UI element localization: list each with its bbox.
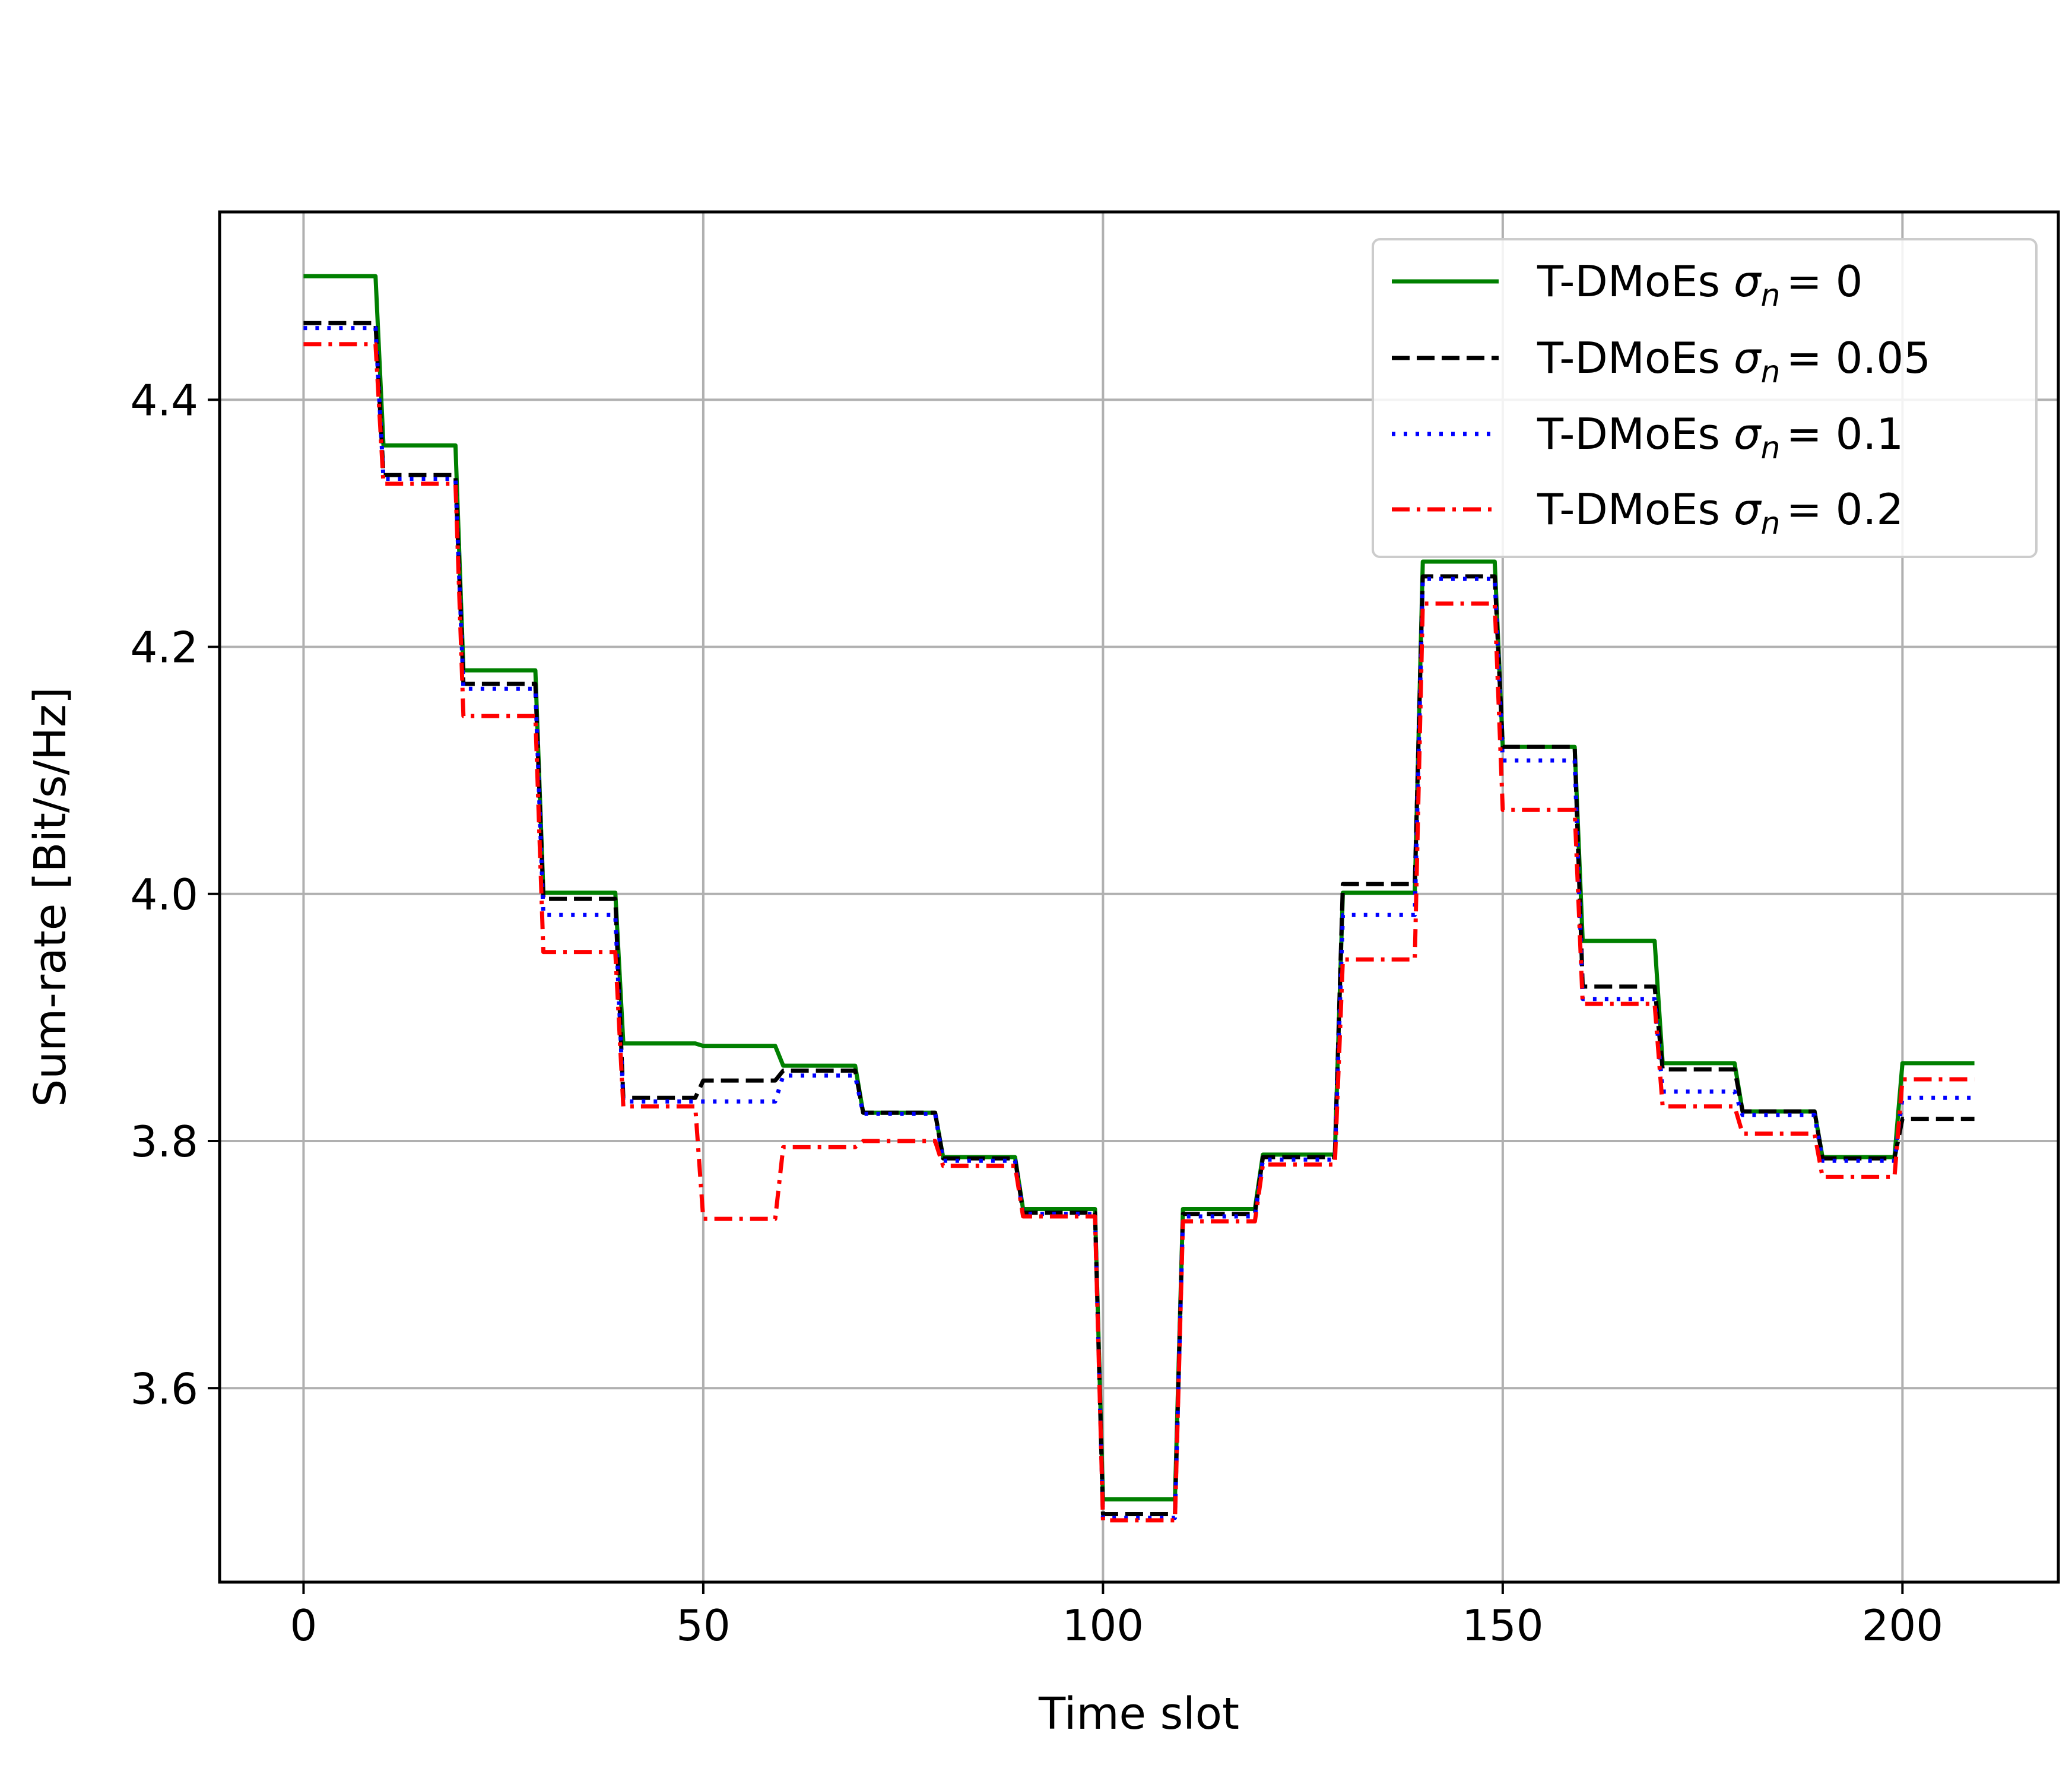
series-line-2 — [303, 326, 1975, 1520]
series-line-1 — [303, 321, 1975, 1516]
y-tick-label-3: 4.2 — [130, 623, 198, 673]
y-tick-label-0: 3.6 — [130, 1364, 198, 1414]
y-tick-label-2: 4.0 — [130, 870, 198, 920]
legend-label-2: T-DMoEs σn = 0.1 — [1537, 409, 1903, 466]
x-axis-ticks: 0 50 100 150 200 — [290, 1582, 1943, 1650]
series-line-3 — [303, 342, 1975, 1523]
legend-label-1: T-DMoEs σn = 0.05 — [1537, 333, 1931, 390]
x-tick-label-2: 100 — [1062, 1601, 1144, 1650]
plot-lines — [303, 274, 1975, 1523]
legend-label-0: T-DMoEs σn = 0 — [1537, 256, 1863, 313]
legend: T-DMoEs σn = 0 T-DMoEs σn = 0.05 T-DMoEs σn =… — [1372, 238, 2038, 558]
legend-label-3: T-DMoEs σn = 0.2 — [1537, 484, 1903, 541]
x-tick-label-0: 0 — [290, 1601, 318, 1650]
y-tick-label-1: 3.8 — [130, 1117, 198, 1167]
x-tick-label-1: 50 — [676, 1601, 731, 1650]
x-axis-label: Time slot — [1038, 1688, 1239, 1739]
series-line-0 — [303, 274, 1975, 1502]
y-tick-label-4: 4.4 — [130, 375, 198, 425]
plot-frame — [218, 210, 2060, 1584]
y-axis-ticks: 3.6 3.8 4.0 4.2 4.4 — [130, 375, 220, 1414]
x-tick-label-3: 150 — [1462, 1601, 1543, 1650]
x-tick-label-4: 200 — [1862, 1601, 1943, 1650]
y-axis-label: Sum-rate [Bit/s/Hz] — [25, 687, 76, 1107]
legend-box — [1372, 238, 2038, 558]
